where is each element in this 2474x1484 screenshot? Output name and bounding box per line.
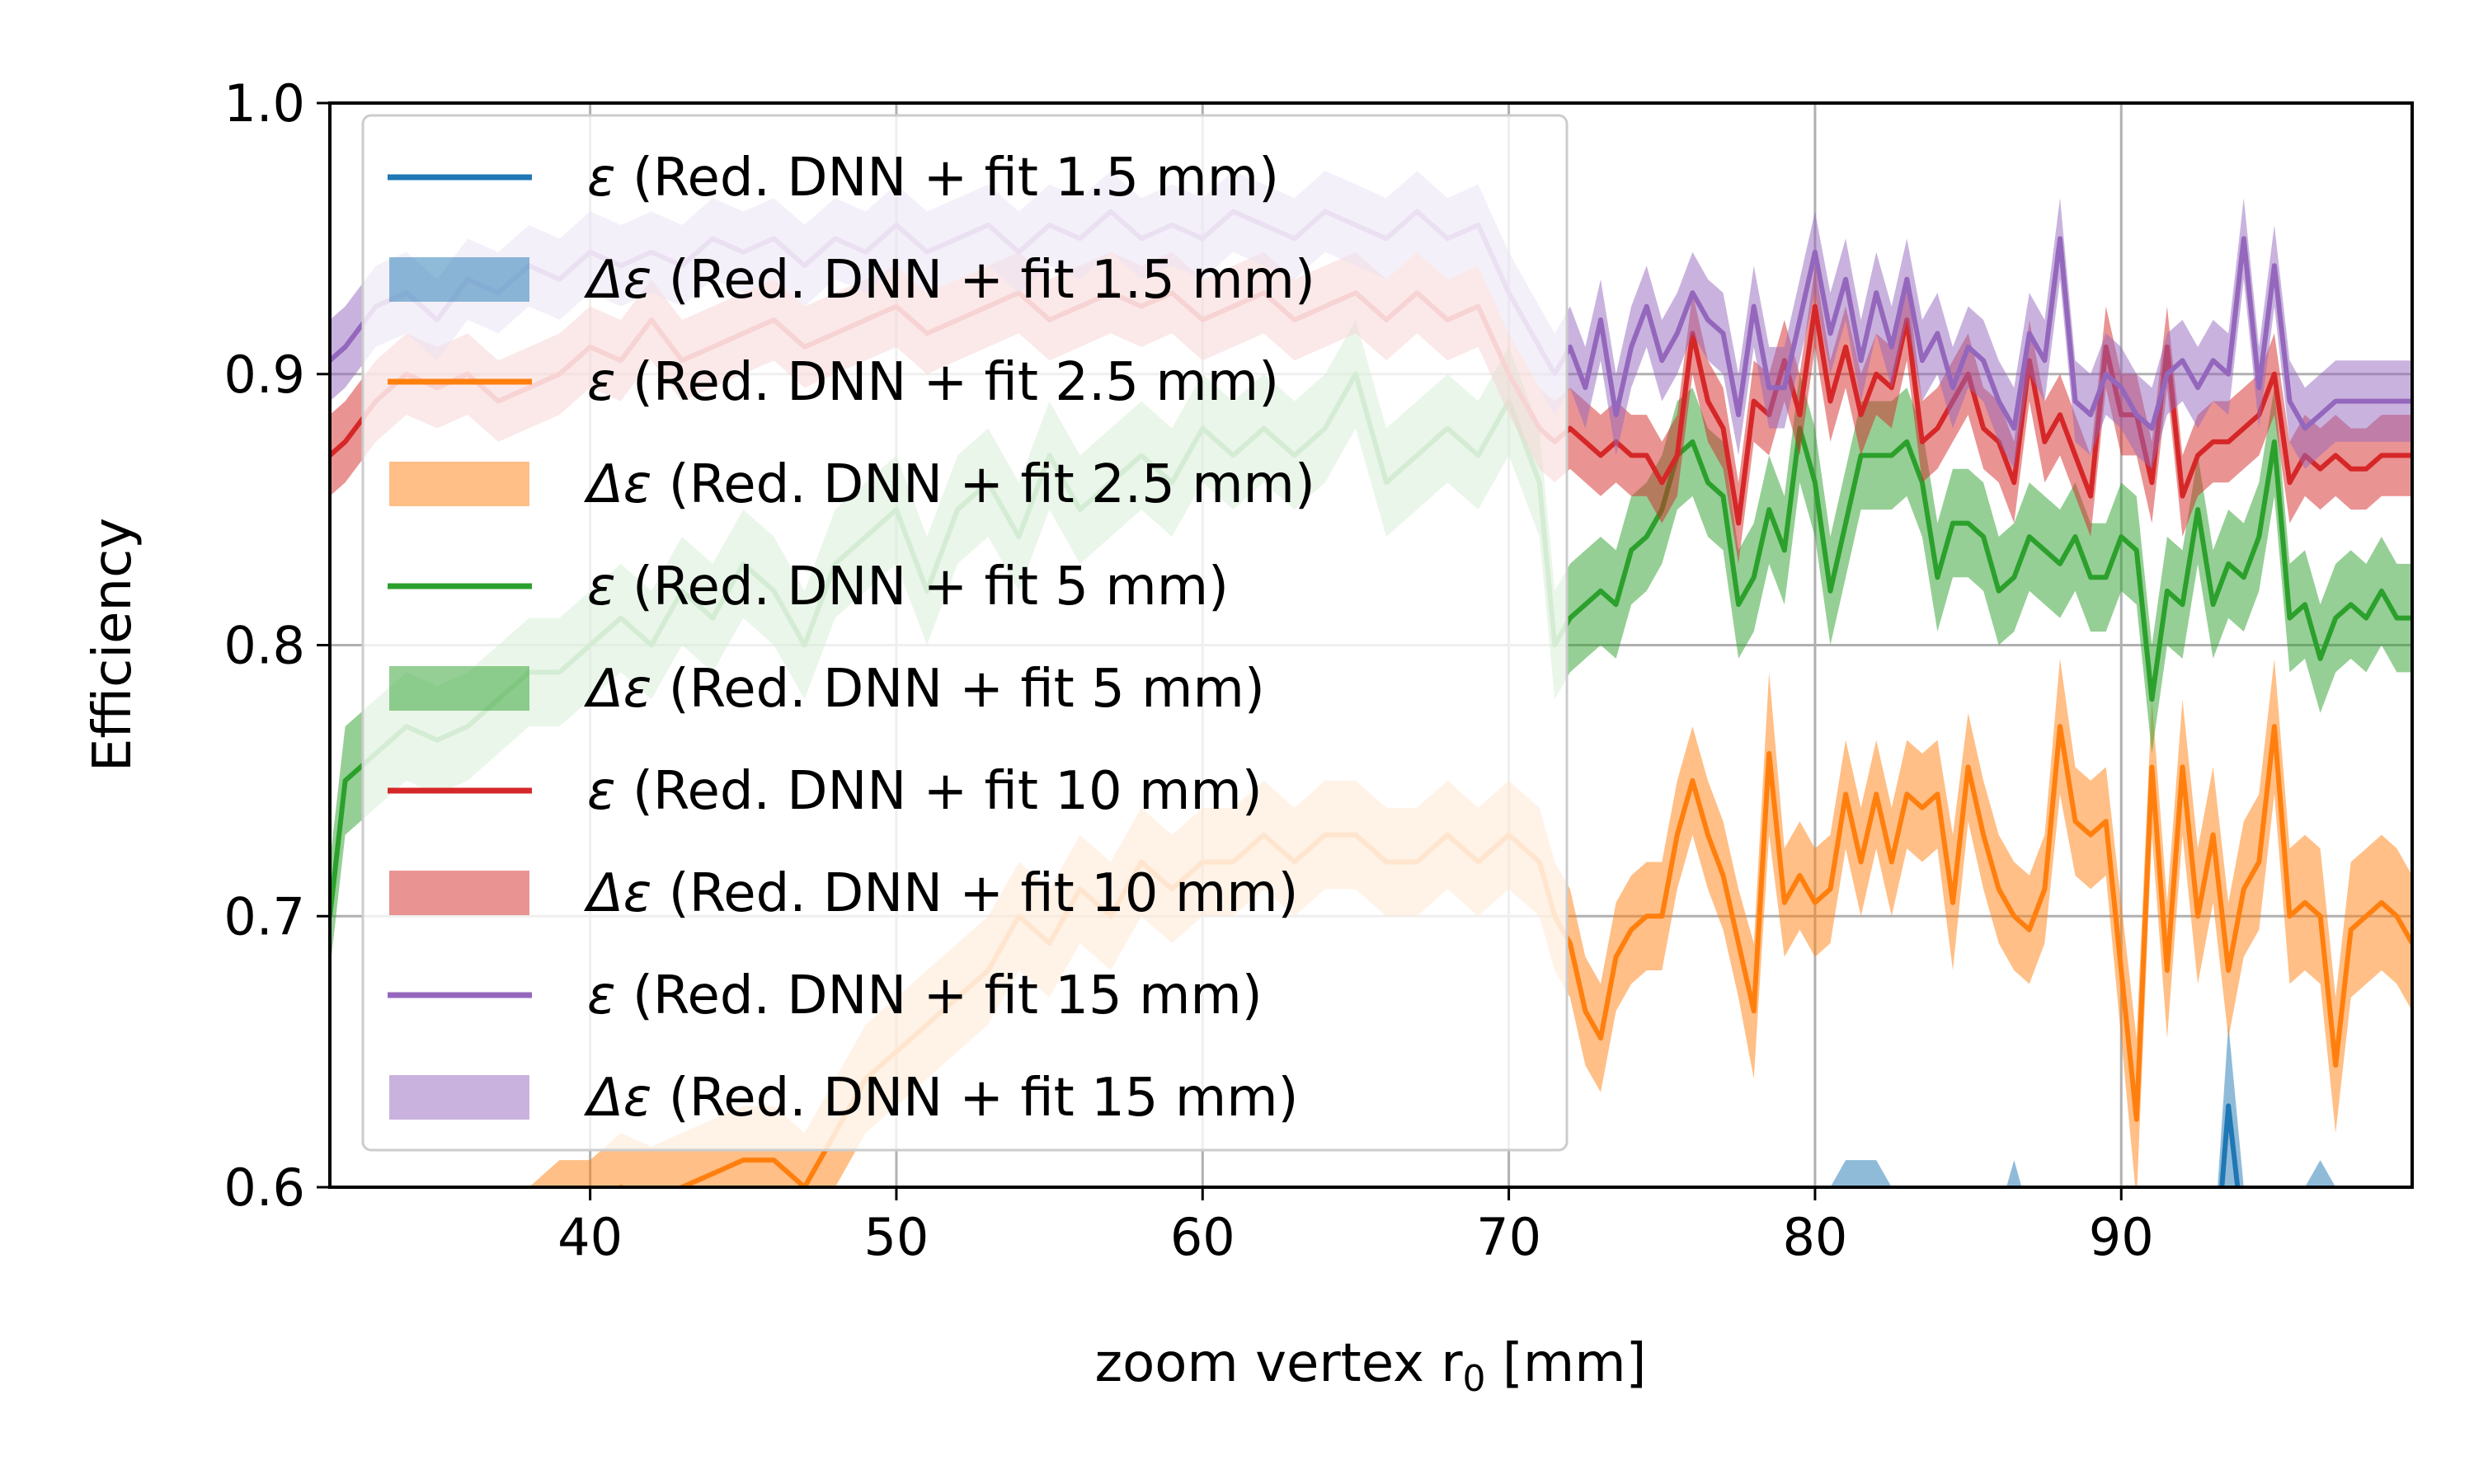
legend-band-swatch-7 (389, 871, 529, 915)
x-axis-label: zoom vertex r0 [mm] (1095, 1333, 1647, 1400)
legend-band-swatch-5 (389, 666, 529, 711)
legend-label-2: ε (Red. DNN + fit 2.5 mm) (587, 352, 1279, 413)
legend-label-0: ε (Red. DNN + fit 1.5 mm) (587, 148, 1279, 209)
x-tick-label-0: 40 (557, 1207, 623, 1267)
legend-label-1: Δε (Red. DNN + fit 1.5 mm) (583, 250, 1315, 311)
legend-band-swatch-3 (389, 462, 529, 506)
y-tick-label-2: 0.8 (223, 616, 305, 676)
series-0-band (1830, 1024, 2336, 1187)
x-tick-label-3: 70 (1476, 1207, 1541, 1267)
legend-label-6: ε (Red. DNN + fit 10 mm) (587, 761, 1263, 822)
legend-label-4: ε (Red. DNN + fit 5 mm) (587, 556, 1229, 618)
legend-band-swatch-9 (389, 1075, 529, 1120)
x-tick-label-2: 60 (1170, 1207, 1235, 1267)
x-axis-ticks: 40 50 60 70 80 90 (557, 1187, 2154, 1267)
legend-label-5: Δε (Red. DNN + fit 5 mm) (583, 659, 1265, 720)
legend-band-swatch-1 (389, 257, 529, 302)
legend-frame (361, 114, 1569, 1152)
x-axis-label-unit: [mm] (1486, 1333, 1647, 1394)
x-axis-label-subscript: 0 (1463, 1358, 1486, 1400)
x-tick-label-5: 90 (2089, 1207, 2154, 1267)
legend-label-9: Δε (Red. DNN + fit 15 mm) (583, 1068, 1299, 1129)
y-axis-ticks: 0.6 0.7 0.8 0.9 1.0 (223, 73, 330, 1218)
legend-label-7: Δε (Red. DNN + fit 10 mm) (583, 863, 1299, 924)
y-axis-label: Efficiency (82, 518, 143, 772)
legend-label-3: Δε (Red. DNN + fit 2.5 mm) (583, 454, 1315, 515)
y-tick-label-1: 0.7 (223, 886, 305, 946)
y-tick-label-4: 1.0 (223, 73, 305, 134)
y-tick-label-3: 0.9 (223, 345, 305, 405)
x-tick-label-1: 50 (863, 1207, 929, 1267)
series-2-band (330, 320, 2412, 970)
series-1-band (529, 658, 2412, 1187)
x-tick-label-4: 80 (1782, 1207, 1847, 1267)
legend-label-8: ε (Red. DNN + fit 15 mm) (587, 965, 1263, 1026)
y-tick-label-0: 0.6 (223, 1158, 305, 1218)
legend: ε (Red. DNN + fit 1.5 mm) Δε (Red. DNN + … (361, 114, 1569, 1152)
